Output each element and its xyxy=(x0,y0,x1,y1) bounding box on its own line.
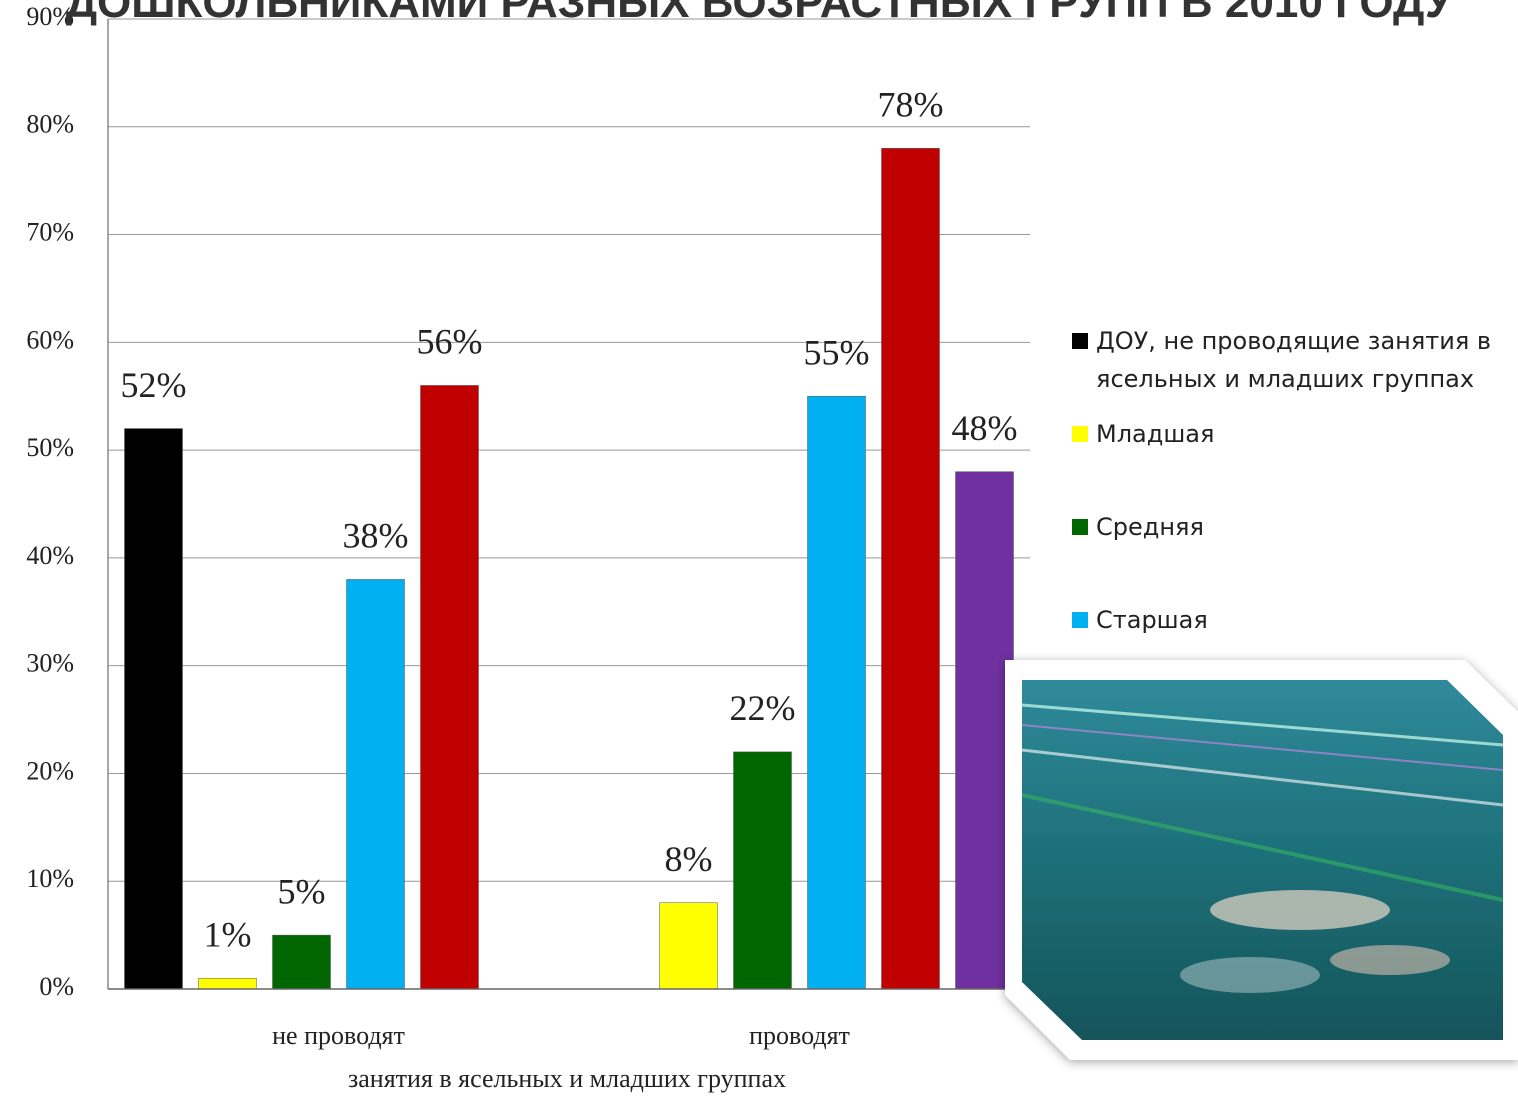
legend-item: Средняя xyxy=(1070,508,1518,546)
legend-label: Младшая xyxy=(1096,420,1215,448)
data-label: 22% xyxy=(730,688,796,728)
y-tick-label: 50% xyxy=(26,433,74,462)
data-label: 52% xyxy=(121,365,187,405)
legend-item: Младшая xyxy=(1070,415,1518,453)
y-tick-label: 70% xyxy=(26,218,74,247)
data-label: 1% xyxy=(204,914,252,954)
legend-marker xyxy=(1072,612,1088,628)
y-tick-label: 60% xyxy=(26,325,74,354)
data-label: 56% xyxy=(417,322,483,362)
bar xyxy=(733,751,792,990)
data-label: 55% xyxy=(804,332,870,372)
x-tick-label: не проводят xyxy=(272,1021,405,1050)
legend-label: Старшая xyxy=(1096,606,1208,634)
data-label: 8% xyxy=(665,839,713,879)
photo xyxy=(1005,660,1518,1060)
y-tick-label: 20% xyxy=(26,756,74,785)
data-label: 38% xyxy=(343,516,409,556)
bar xyxy=(124,428,183,990)
y-tick-label: 40% xyxy=(26,541,74,570)
bar xyxy=(807,395,866,990)
bar xyxy=(346,579,405,990)
legend-label: Средняя xyxy=(1096,513,1204,541)
data-label: 5% xyxy=(278,871,326,911)
legend-item: Старшая xyxy=(1070,601,1518,639)
legend-marker xyxy=(1072,333,1088,349)
y-tick-label: 90% xyxy=(26,2,74,31)
bar xyxy=(955,471,1014,990)
y-tick-label: 80% xyxy=(26,110,74,139)
bar xyxy=(272,934,331,990)
legend-marker xyxy=(1072,519,1088,535)
legend-label: ДОУ, не проводящие занятия в ясельных и … xyxy=(1096,327,1492,393)
data-label: 78% xyxy=(878,85,944,125)
chart-title: ДОШКОЛЬНИКАМИ РАЗНЫХ ВОЗРАСТНЫХ ГРУПП В … xyxy=(65,0,1453,27)
legend-item: ДОУ, не проводящие занятия в ясельных и … xyxy=(1070,322,1518,398)
legend-marker xyxy=(1072,426,1088,442)
data-label: 48% xyxy=(952,408,1018,448)
bar xyxy=(198,977,257,990)
y-tick-label: 30% xyxy=(26,649,74,678)
y-tick-label: 0% xyxy=(39,972,74,1001)
bar xyxy=(420,385,479,990)
x-axis-label: занятия в ясельных и младших группах xyxy=(348,1064,786,1093)
x-tick-label: проводят xyxy=(749,1021,850,1050)
y-tick-label: 10% xyxy=(26,864,74,893)
bar xyxy=(659,902,718,990)
bar xyxy=(881,148,940,990)
